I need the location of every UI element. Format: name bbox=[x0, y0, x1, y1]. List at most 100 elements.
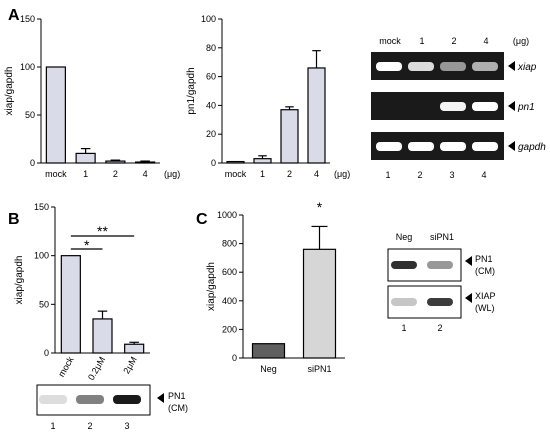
lane-number: 2 bbox=[437, 323, 442, 333]
y-axis-label: xiap/gapdh bbox=[206, 262, 217, 311]
x-unit-label: (μg) bbox=[334, 169, 350, 179]
significance-label: * bbox=[317, 199, 323, 215]
bar bbox=[92, 318, 113, 354]
y-tick-label: 40 bbox=[206, 100, 216, 110]
panel-label-b: B bbox=[8, 211, 20, 228]
blot-lane-header: Neg bbox=[396, 232, 413, 242]
blot-label: (CM) bbox=[168, 403, 188, 413]
y-tick-label: 0 bbox=[44, 348, 49, 358]
panel-label-a: A bbox=[8, 7, 20, 24]
lane-number: 3 bbox=[124, 421, 129, 431]
y-tick-label: 150 bbox=[34, 202, 49, 212]
y-axis-label: xiap/gapdh bbox=[4, 67, 15, 116]
y-tick-label: 20 bbox=[206, 129, 216, 139]
x-tick-label: siPN1 bbox=[307, 364, 331, 374]
bar bbox=[135, 161, 156, 164]
y-tick-label: 0 bbox=[211, 158, 216, 168]
lane-number: 2 bbox=[417, 170, 422, 180]
panel-label-c: C bbox=[196, 211, 208, 228]
y-tick-label: 600 bbox=[222, 267, 237, 277]
blot-label: PN1 bbox=[475, 254, 493, 264]
bar bbox=[124, 343, 145, 354]
blot-band bbox=[113, 395, 141, 404]
y-tick-label: 800 bbox=[222, 239, 237, 249]
y-tick-label: 150 bbox=[20, 14, 35, 24]
blot-band bbox=[391, 261, 417, 269]
blot-band bbox=[76, 395, 104, 404]
blot-band bbox=[391, 298, 417, 306]
x-tick-label: mock bbox=[45, 169, 67, 179]
y-tick-label: 1000 bbox=[217, 210, 237, 220]
lane-number: 2 bbox=[87, 421, 92, 431]
bar bbox=[60, 255, 81, 354]
arrow-marker bbox=[508, 101, 515, 111]
bar bbox=[45, 66, 66, 164]
arrow-marker bbox=[157, 393, 164, 403]
blot-label: (CM) bbox=[475, 266, 495, 276]
gel-band bbox=[408, 142, 434, 151]
lane-number: 1 bbox=[50, 421, 55, 431]
significance-label: ** bbox=[97, 223, 108, 239]
gel-row-label: pn1 bbox=[517, 102, 535, 113]
bar bbox=[307, 67, 326, 164]
y-tick-label: 200 bbox=[222, 324, 237, 334]
lane-number: 1 bbox=[385, 170, 390, 180]
y-tick-label: 100 bbox=[20, 62, 35, 72]
x-tick-label: mock bbox=[56, 355, 76, 379]
y-tick-label: 100 bbox=[201, 14, 216, 24]
y-tick-label: 60 bbox=[206, 72, 216, 82]
y-axis-label: xiap/gapdh bbox=[14, 256, 25, 305]
lane-number: 4 bbox=[481, 170, 486, 180]
x-tick-label: 4 bbox=[143, 169, 148, 179]
x-tick-label: 4 bbox=[314, 169, 319, 179]
blot-label: PN1 bbox=[168, 391, 186, 401]
blot-label: (WL) bbox=[475, 303, 495, 313]
y-axis-label: pn1/gapdh bbox=[186, 67, 197, 114]
x-tick-label: 0.2μM bbox=[86, 355, 107, 382]
blot-band bbox=[39, 395, 67, 404]
gel-band bbox=[440, 62, 466, 71]
gel-band bbox=[472, 102, 498, 111]
blot-band bbox=[427, 298, 453, 306]
gel-band bbox=[472, 62, 498, 71]
y-tick-label: 50 bbox=[39, 299, 49, 309]
x-tick-label: 1 bbox=[83, 169, 88, 179]
gel-lane-header: 4 bbox=[483, 36, 488, 46]
y-tick-label: 0 bbox=[232, 353, 237, 363]
gel-band bbox=[376, 142, 402, 151]
arrow-marker bbox=[508, 141, 515, 151]
gel-lane-header: mock bbox=[379, 36, 401, 46]
bar bbox=[302, 248, 337, 359]
significance-label: * bbox=[84, 237, 90, 253]
x-tick-label: 2 bbox=[287, 169, 292, 179]
gel-row-label: gapdh bbox=[518, 142, 546, 153]
bar bbox=[253, 158, 272, 164]
y-tick-label: 0 bbox=[30, 158, 35, 168]
bar bbox=[226, 160, 245, 164]
gel-unit-label: (μg) bbox=[513, 36, 529, 46]
blot-label: XIAP bbox=[475, 291, 496, 301]
bar bbox=[105, 160, 126, 164]
arrow-marker bbox=[508, 61, 515, 71]
arrow-marker bbox=[465, 293, 472, 303]
gel-band bbox=[440, 142, 466, 151]
gel-band bbox=[472, 142, 498, 151]
y-tick-label: 80 bbox=[206, 43, 216, 53]
x-tick-label: 2 bbox=[113, 169, 118, 179]
x-tick-label: 2μM bbox=[121, 355, 139, 375]
bar bbox=[75, 152, 96, 164]
x-unit-label: (μg) bbox=[164, 169, 180, 179]
y-tick-label: 50 bbox=[25, 110, 35, 120]
gel-band bbox=[408, 62, 434, 71]
y-tick-label: 400 bbox=[222, 296, 237, 306]
x-tick-label: Neg bbox=[260, 364, 277, 374]
gel-lane-header: 1 bbox=[419, 36, 424, 46]
blot-lane-header: siPN1 bbox=[430, 232, 454, 242]
bar bbox=[251, 343, 286, 359]
lane-number: 3 bbox=[449, 170, 454, 180]
blot-band bbox=[427, 261, 453, 269]
y-tick-label: 100 bbox=[34, 251, 49, 261]
gel-lane-header: 2 bbox=[451, 36, 456, 46]
